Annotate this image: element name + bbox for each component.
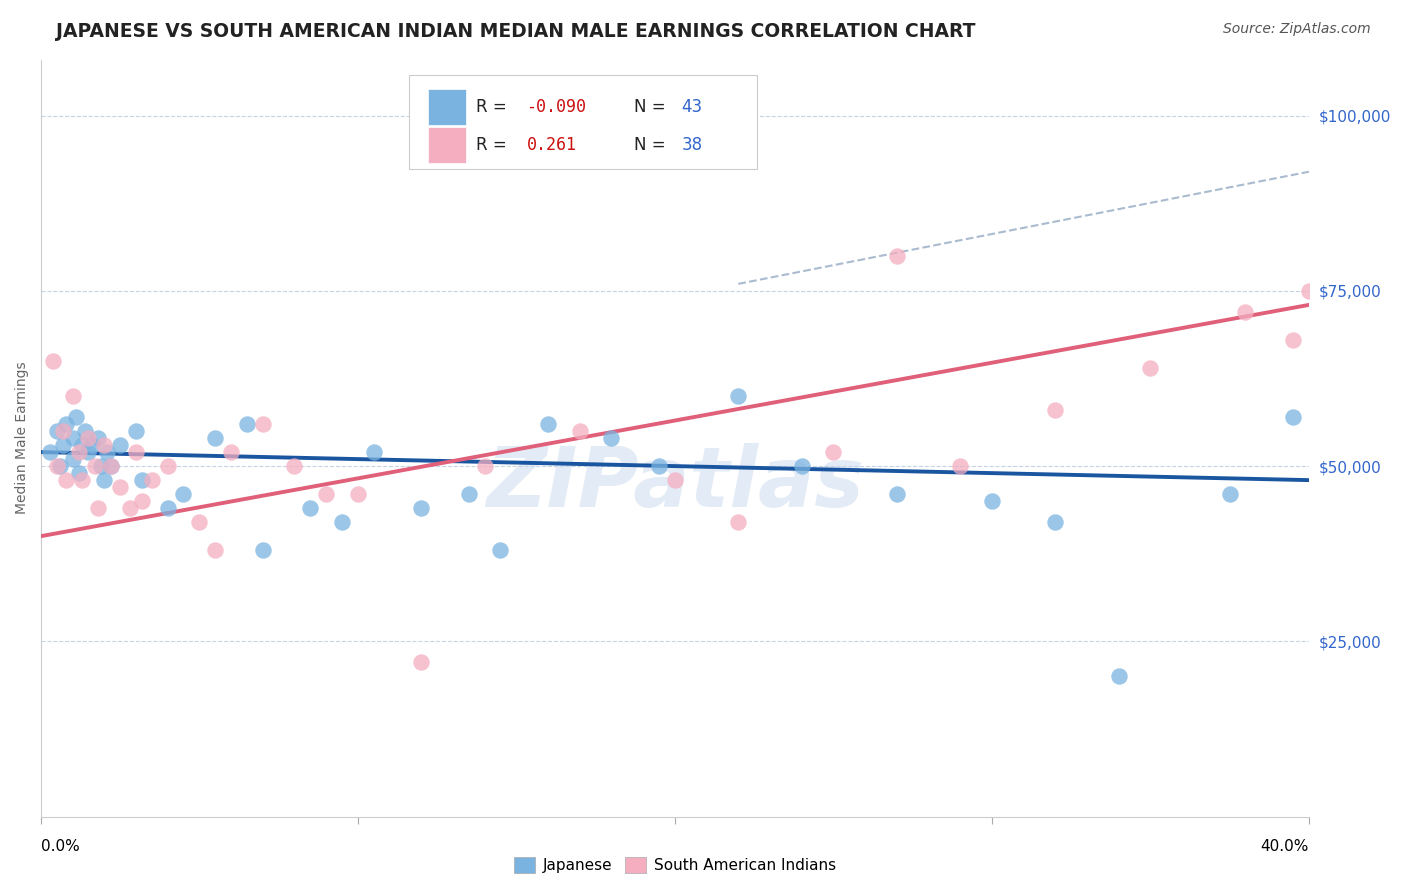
Point — [299, 501, 322, 516]
Text: R =: R = — [475, 136, 512, 154]
Point — [93, 438, 115, 452]
Point — [80, 438, 103, 452]
Text: Source: ZipAtlas.com: Source: ZipAtlas.com — [1223, 22, 1371, 37]
Point — [790, 459, 813, 474]
Point — [949, 459, 972, 474]
Point — [1234, 305, 1257, 319]
Point — [70, 438, 93, 452]
Point — [886, 249, 908, 263]
Text: -0.090: -0.090 — [526, 98, 586, 116]
Point — [1139, 361, 1161, 376]
Point — [83, 459, 105, 474]
Point — [62, 452, 84, 467]
Text: 0.0%: 0.0% — [41, 838, 80, 854]
Point — [363, 445, 385, 459]
Point — [45, 424, 67, 438]
Point — [118, 501, 141, 516]
Point — [204, 543, 226, 558]
Y-axis label: Median Male Earnings: Median Male Earnings — [15, 362, 30, 515]
Point — [45, 459, 67, 474]
Point — [886, 487, 908, 501]
Legend: Japanese, South American Indians: Japanese, South American Indians — [513, 857, 837, 873]
Point — [1045, 403, 1067, 417]
Text: 38: 38 — [681, 136, 703, 154]
Text: 40.0%: 40.0% — [1261, 838, 1309, 854]
Point — [648, 459, 671, 474]
Text: N =: N = — [634, 98, 671, 116]
Point — [219, 445, 242, 459]
Point — [67, 466, 90, 480]
Point — [62, 431, 84, 445]
Point — [141, 473, 163, 487]
Text: JAPANESE VS SOUTH AMERICAN INDIAN MEDIAN MALE EARNINGS CORRELATION CHART: JAPANESE VS SOUTH AMERICAN INDIAN MEDIAN… — [56, 22, 976, 41]
FancyBboxPatch shape — [409, 75, 758, 169]
Point — [489, 543, 512, 558]
Point — [87, 501, 110, 516]
Text: R =: R = — [475, 98, 512, 116]
Point — [52, 424, 75, 438]
Point — [347, 487, 370, 501]
Point — [55, 473, 77, 487]
Point — [156, 459, 179, 474]
Point — [411, 656, 433, 670]
FancyBboxPatch shape — [427, 127, 465, 163]
Point — [108, 438, 131, 452]
Point — [664, 473, 686, 487]
Point — [75, 424, 97, 438]
Point — [125, 424, 148, 438]
Point — [96, 445, 118, 459]
Point — [93, 473, 115, 487]
Point — [283, 459, 305, 474]
Point — [100, 459, 122, 474]
Point — [77, 431, 100, 445]
Point — [411, 501, 433, 516]
Point — [252, 417, 274, 431]
Point — [100, 459, 122, 474]
Point — [330, 515, 353, 529]
Point — [1282, 333, 1305, 347]
Point — [108, 480, 131, 494]
Point — [600, 431, 623, 445]
Point — [980, 494, 1002, 508]
Point — [87, 431, 110, 445]
Point — [474, 459, 496, 474]
Point — [62, 389, 84, 403]
Text: ZIPatlas: ZIPatlas — [486, 443, 863, 524]
Text: 43: 43 — [681, 98, 703, 116]
Point — [65, 410, 87, 425]
Point — [1108, 669, 1130, 683]
FancyBboxPatch shape — [427, 89, 465, 126]
Point — [1219, 487, 1241, 501]
Point — [188, 515, 211, 529]
Point — [236, 417, 259, 431]
Point — [39, 445, 62, 459]
Point — [55, 417, 77, 431]
Point — [1282, 410, 1305, 425]
Text: N =: N = — [634, 136, 671, 154]
Point — [70, 473, 93, 487]
Point — [125, 445, 148, 459]
Point — [1045, 515, 1067, 529]
Point — [315, 487, 337, 501]
Point — [823, 445, 845, 459]
Point — [131, 473, 153, 487]
Point — [90, 459, 112, 474]
Point — [457, 487, 479, 501]
Point — [537, 417, 560, 431]
Point — [49, 459, 72, 474]
Point — [204, 431, 226, 445]
Point — [727, 515, 749, 529]
Text: 0.261: 0.261 — [526, 136, 576, 154]
Point — [1298, 284, 1320, 298]
Point — [52, 438, 75, 452]
Point — [42, 354, 65, 368]
Point — [67, 445, 90, 459]
Point — [568, 424, 591, 438]
Point — [77, 445, 100, 459]
Point — [156, 501, 179, 516]
Point — [172, 487, 194, 501]
Point — [252, 543, 274, 558]
Point — [727, 389, 749, 403]
Point — [131, 494, 153, 508]
